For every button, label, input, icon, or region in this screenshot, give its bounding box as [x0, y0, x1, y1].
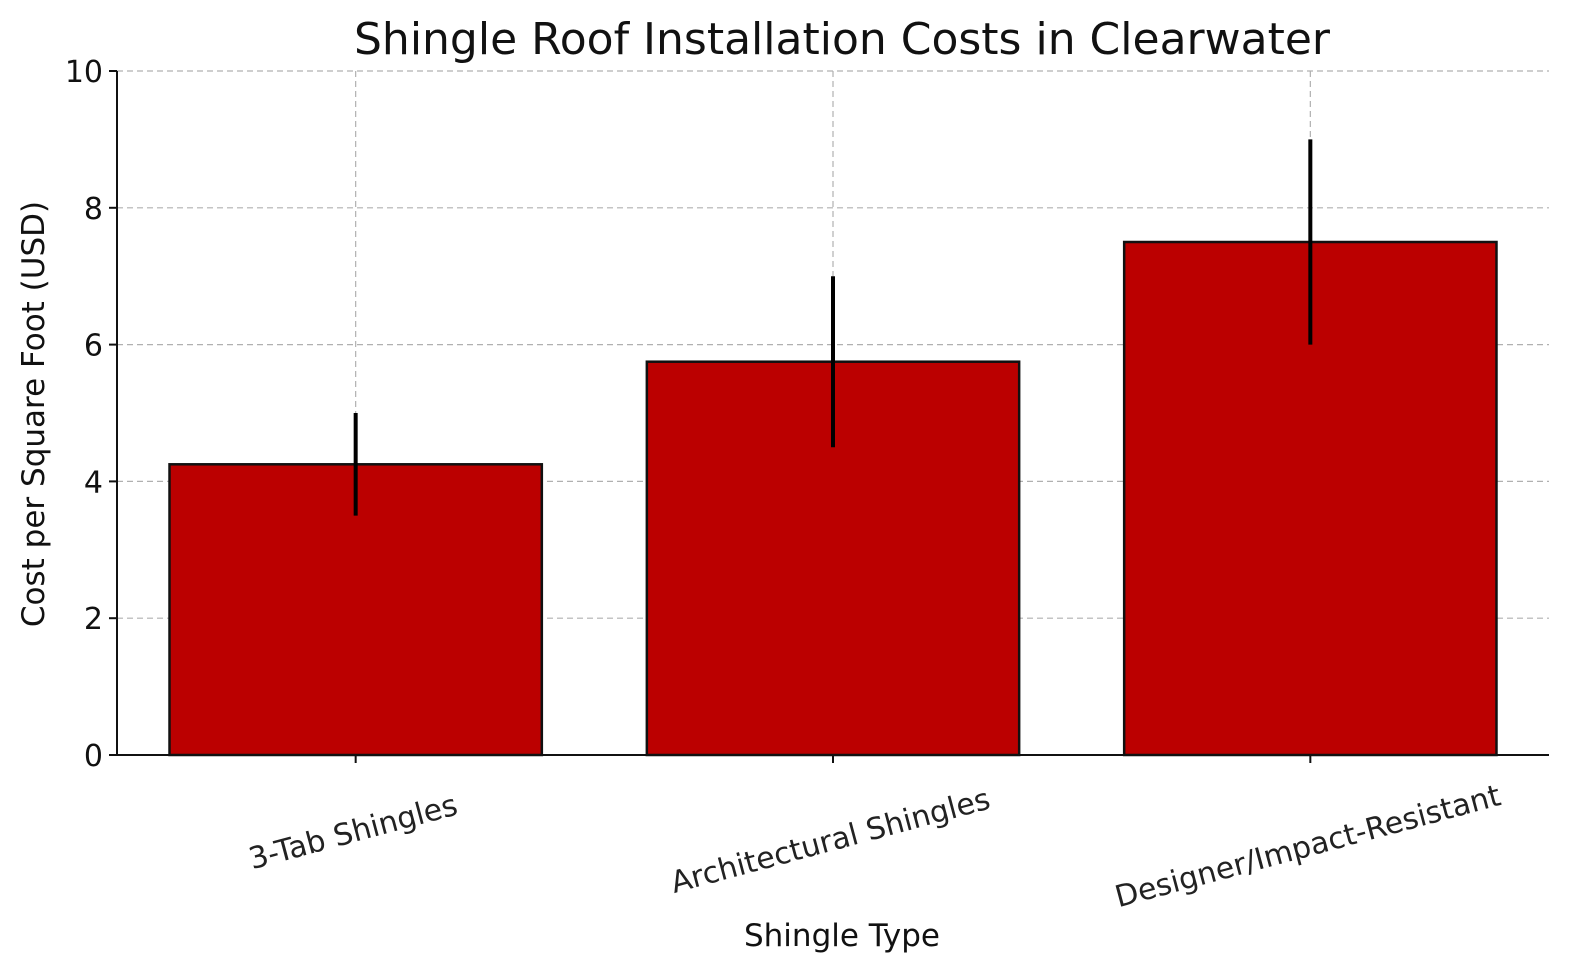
y-axis-label: Cost per Square Foot (USD) [16, 201, 52, 627]
chart-title: Shingle Roof Installation Costs in Clear… [354, 14, 1331, 65]
y-tick-label: 6 [84, 329, 103, 364]
y-tick-label: 2 [84, 602, 103, 637]
x-tick-label: Architectural Shingles [667, 782, 994, 901]
y-tick-label: 0 [84, 739, 103, 774]
x-tick-label: 3-Tab Shingles [245, 788, 461, 877]
bars-layer [168, 139, 1498, 757]
x-tick-label: Designer/Impact-Resistant [1111, 778, 1504, 915]
y-tick-label: 4 [84, 465, 103, 500]
y-tick-label: 10 [65, 55, 103, 90]
y-tick-label: 8 [84, 192, 103, 227]
x-axis-label: Shingle Type [744, 918, 940, 954]
